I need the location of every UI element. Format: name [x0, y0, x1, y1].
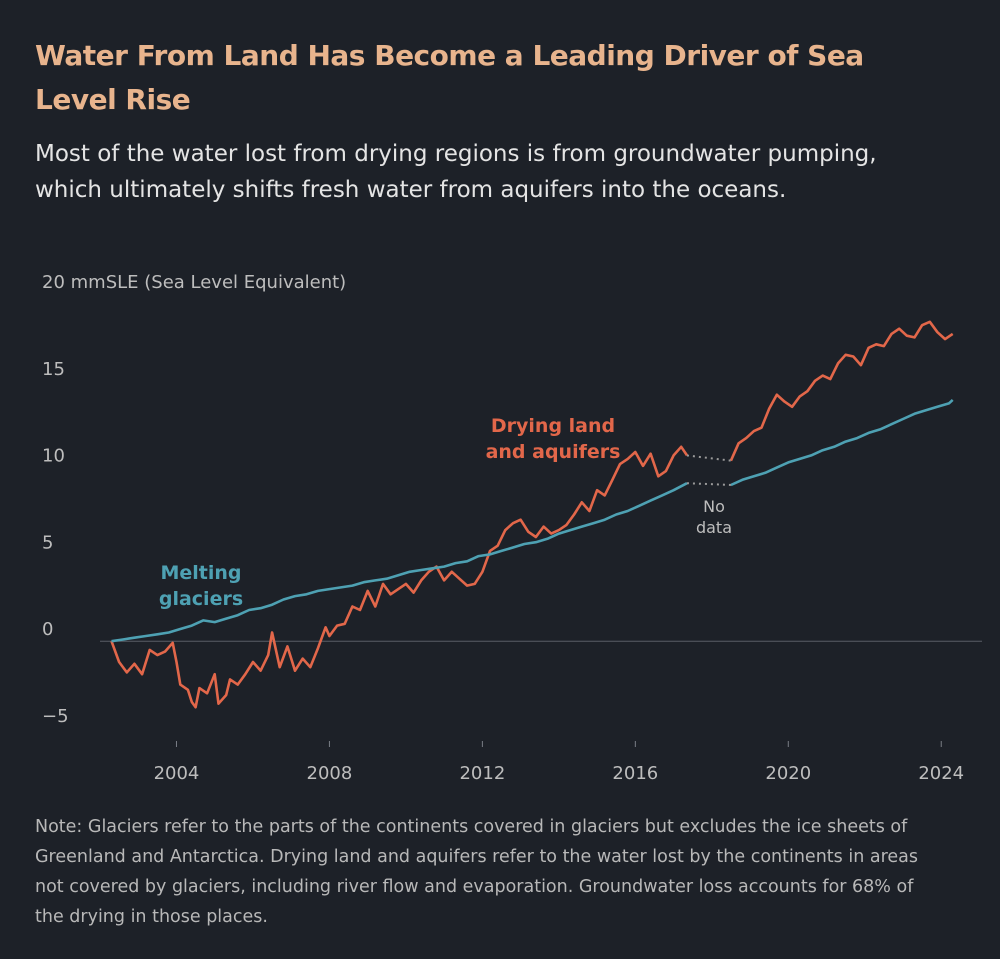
x-tick-label: 2016 — [612, 763, 658, 784]
no-data-label: No data — [696, 497, 732, 537]
melting-glaciers-label: Melting glaciers — [159, 562, 243, 610]
drying-land-line — [729, 320, 954, 462]
x-tick-label: 2024 — [918, 763, 964, 784]
no-data-gap-connector — [686, 454, 732, 462]
y-tick-label: 15 — [42, 359, 65, 380]
y-tick-label: −5 — [42, 706, 69, 727]
no-data-gap-connector — [686, 482, 731, 486]
chart: 20 mmSLE (Sea Level Equivalent) 15 10 5 0 −5 2… — [42, 272, 982, 784]
melting-glaciers-line — [730, 398, 954, 487]
y-tick-label: 20 mmSLE (Sea Level Equivalent) — [42, 272, 346, 293]
melting-glaciers-label-line: glaciers — [159, 588, 243, 610]
y-tick-label: 5 — [42, 532, 53, 553]
drying-land-label-line: Drying land — [491, 415, 615, 437]
x-tick-label: 2008 — [307, 763, 353, 784]
series-layer — [110, 320, 954, 709]
melting-glaciers-label-line: Melting — [160, 562, 241, 584]
no-data-label-line: No — [703, 497, 725, 516]
y-tick-label: 0 — [42, 619, 53, 640]
melting-glaciers-line — [111, 482, 688, 643]
drying-land-label-line: and aquifers — [486, 441, 621, 463]
x-tick-label: 2004 — [154, 763, 200, 784]
drying-land-line — [110, 445, 689, 709]
drying-land-label: Drying land and aquifers — [486, 415, 621, 463]
annotation-layer: Drying land and aquifers Melting glaciers No… — [159, 415, 732, 610]
chart-subtitle: Most of the water lost from drying regio… — [35, 141, 877, 203]
x-tick-label: 2020 — [765, 763, 811, 784]
chart-note: Note: Glaciers refer to the parts of the… — [35, 817, 918, 927]
y-tick-label: 10 — [42, 446, 65, 467]
no-data-label-line: data — [696, 518, 732, 537]
x-tick-label: 2012 — [459, 763, 505, 784]
chart-title: Water From Land Has Become a Leading Dri… — [35, 39, 864, 116]
axis-layer: 20 mmSLE (Sea Level Equivalent) 15 10 5 0 −5 2… — [42, 272, 982, 784]
